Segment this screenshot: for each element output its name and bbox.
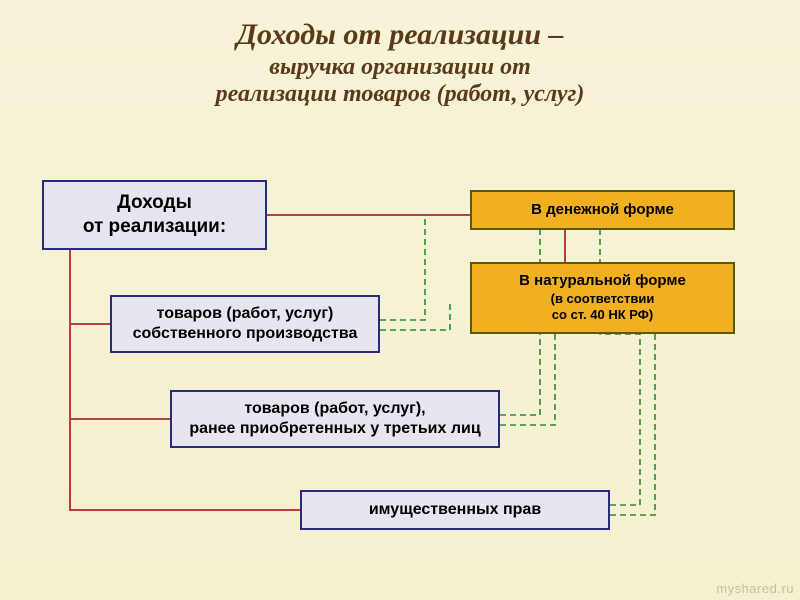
title-line-1: Доходы от реализации – bbox=[60, 18, 740, 52]
node-goods-third: товаров (работ, услуг), ранее приобретен… bbox=[170, 390, 500, 448]
watermark: myshared.ru bbox=[716, 581, 794, 596]
title-line-2: выручка организации от bbox=[60, 54, 740, 81]
node-property-rights: имущественных прав bbox=[300, 490, 610, 530]
page-title: Доходы от реализации – выручка организац… bbox=[0, 18, 800, 108]
node-root-line2: от реализации: bbox=[83, 215, 226, 239]
node-natural-form: В натуральной форме (в соответствии со с… bbox=[470, 262, 735, 334]
node-goods-own: товаров (работ, услуг) собственного прои… bbox=[110, 295, 380, 353]
node-goods-own-l2: собственного производства bbox=[133, 324, 358, 344]
node-natural-sub1: (в соответствии bbox=[551, 291, 655, 307]
node-goods-third-l1: товаров (работ, услуг), bbox=[244, 399, 425, 419]
node-root-line1: Доходы bbox=[117, 191, 192, 215]
node-natural-text: В натуральной форме bbox=[519, 272, 686, 291]
node-goods-own-l1: товаров (работ, услуг) bbox=[157, 304, 334, 324]
node-goods-third-l2: ранее приобретенных у третьих лиц bbox=[189, 419, 480, 439]
node-root-income: Доходы от реализации: bbox=[42, 180, 267, 250]
node-money-text: В денежной форме bbox=[531, 201, 674, 220]
title-line-3: реализации товаров (работ, услуг) bbox=[60, 81, 740, 108]
node-property-rights-text: имущественных прав bbox=[369, 500, 541, 520]
node-money-form: В денежной форме bbox=[470, 190, 735, 230]
node-natural-sub2: со ст. 40 НК РФ) bbox=[552, 307, 653, 323]
